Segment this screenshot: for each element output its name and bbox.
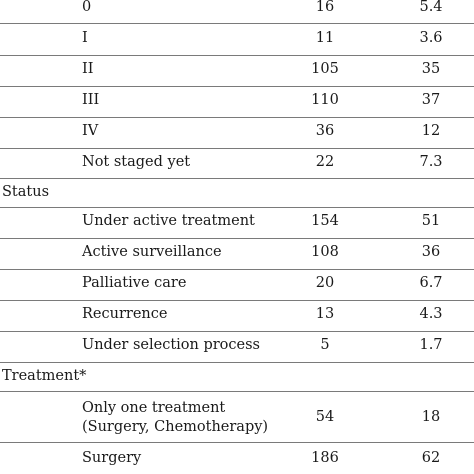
row-label: Not staged yet [82, 154, 191, 170]
count-value: 22 [315, 154, 335, 170]
row-divider [0, 238, 474, 239]
row-divider [0, 178, 474, 179]
row-divider [0, 117, 474, 118]
count-value: 108 [311, 244, 339, 260]
row-label: Only one treatment [82, 400, 226, 416]
row-label: Under active treatment [82, 213, 255, 229]
row-divider [0, 331, 474, 332]
count-value: 5 [320, 337, 330, 353]
percent-value: 35 [421, 61, 441, 77]
percent-value: 18 [421, 409, 441, 425]
percent-value: 1.7 [419, 337, 443, 353]
row-divider [0, 300, 474, 301]
row-label: II [82, 61, 94, 77]
section-label: Status [2, 184, 50, 200]
row-divider [0, 86, 474, 87]
count-value: 154 [311, 213, 339, 229]
row-label: 0 [82, 0, 92, 15]
percent-value: 62 [421, 450, 441, 466]
row-divider [0, 55, 474, 56]
percent-value: 7.3 [419, 154, 443, 170]
row-label: IV [82, 123, 99, 139]
count-value: 105 [311, 61, 339, 77]
count-value: 54 [315, 409, 335, 425]
percent-value: 37 [421, 92, 441, 108]
percent-value: 36 [421, 244, 441, 260]
row-divider [0, 362, 474, 363]
percent-value: 51 [421, 213, 441, 229]
count-value: 13 [315, 306, 335, 322]
count-value: 186 [311, 450, 339, 466]
percent-value: 6.7 [419, 275, 443, 291]
row-label-continuation: (Surgery, Chemotherapy) [82, 419, 269, 435]
percent-value: 12 [421, 123, 441, 139]
row-divider [0, 391, 474, 392]
row-label: Surgery [82, 450, 142, 466]
count-value: 16 [315, 0, 335, 15]
percent-value: 3.6 [419, 30, 443, 46]
percent-value: 5.4 [419, 0, 443, 15]
row-divider [0, 269, 474, 270]
percent-value: 4.3 [419, 306, 443, 322]
row-label: Active surveillance [82, 244, 222, 260]
row-label: Palliative care [82, 275, 187, 291]
row-label: III [82, 92, 100, 108]
row-divider [0, 442, 474, 443]
row-divider [0, 207, 474, 208]
count-value: 36 [315, 123, 335, 139]
count-value: 20 [315, 275, 335, 291]
count-value: 110 [311, 92, 339, 108]
row-label: I [82, 30, 88, 46]
row-label: Under selection process [82, 337, 260, 353]
row-divider [0, 23, 474, 24]
row-divider [0, 148, 474, 149]
row-label: Recurrence [82, 306, 168, 322]
count-value: 11 [315, 30, 335, 46]
section-label: Treatment* [2, 368, 87, 384]
